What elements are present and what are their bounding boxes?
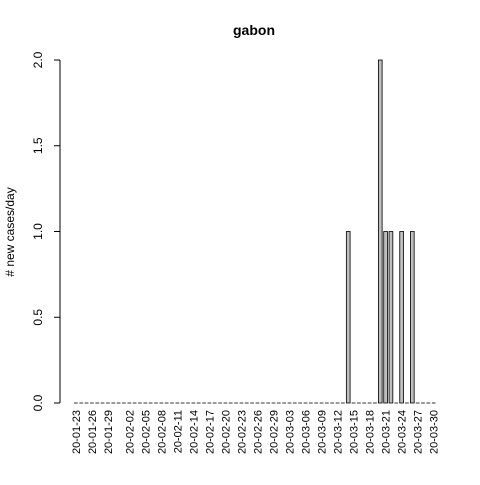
x-tick-label: 20-03-30 (429, 410, 441, 454)
x-tick-label: 20-03-27 (413, 410, 425, 454)
x-tick-label: 20-03-18 (365, 410, 377, 454)
y-tick-label: 0.5 (31, 309, 45, 326)
x-tick-label: 20-03-12 (333, 410, 345, 454)
bars-group (74, 59, 436, 404)
y-tick-label: 0.0 (31, 394, 45, 411)
x-tick-label: 20-01-29 (103, 410, 115, 454)
x-tick-label: 20-01-26 (87, 410, 99, 454)
bar (383, 231, 388, 404)
x-tick-label: 20-03-15 (349, 410, 361, 454)
x-axis: 20-01-23 20-01-26 20-01-29 20-02-02 20-02-05… (71, 410, 441, 454)
bar (377, 59, 383, 404)
y-tick-label: 2.0 (31, 51, 45, 68)
bar (410, 231, 415, 404)
x-tick-label: 20-01-23 (71, 410, 83, 454)
x-tick-label: 20-03-21 (381, 410, 393, 454)
x-tick-label: 20-02-11 (172, 410, 184, 453)
x-tick-label: 20-02-05 (140, 410, 152, 454)
x-tick-label: 20-02-02 (124, 410, 136, 454)
x-tick-label: 20-02-26 (252, 410, 264, 454)
bar (399, 231, 404, 404)
x-tick-label: 20-02-23 (236, 410, 248, 454)
y-axis-label: # new cases/day (3, 187, 17, 276)
chart-title: gabon (233, 22, 275, 38)
x-tick-label: 20-02-14 (188, 410, 200, 454)
bar (388, 231, 394, 404)
x-tick-label: 20-03-06 (301, 410, 313, 454)
x-tick-label: 20-02-20 (220, 410, 232, 454)
x-tick-label: 20-03-03 (284, 410, 296, 454)
y-tick-label: 1.0 (31, 223, 45, 240)
x-tick-label: 20-02-17 (204, 410, 216, 454)
x-tick-label: 20-02-08 (156, 410, 168, 454)
bar (345, 231, 351, 404)
x-tick-label: 20-02-29 (268, 410, 280, 454)
y-tick-label: 1.5 (31, 137, 45, 154)
x-tick-label: 20-03-24 (397, 410, 409, 454)
y-axis: 0.0 0.5 1.0 1.5 2.0 (31, 51, 61, 411)
x-tick-label: 20-03-09 (317, 410, 329, 454)
